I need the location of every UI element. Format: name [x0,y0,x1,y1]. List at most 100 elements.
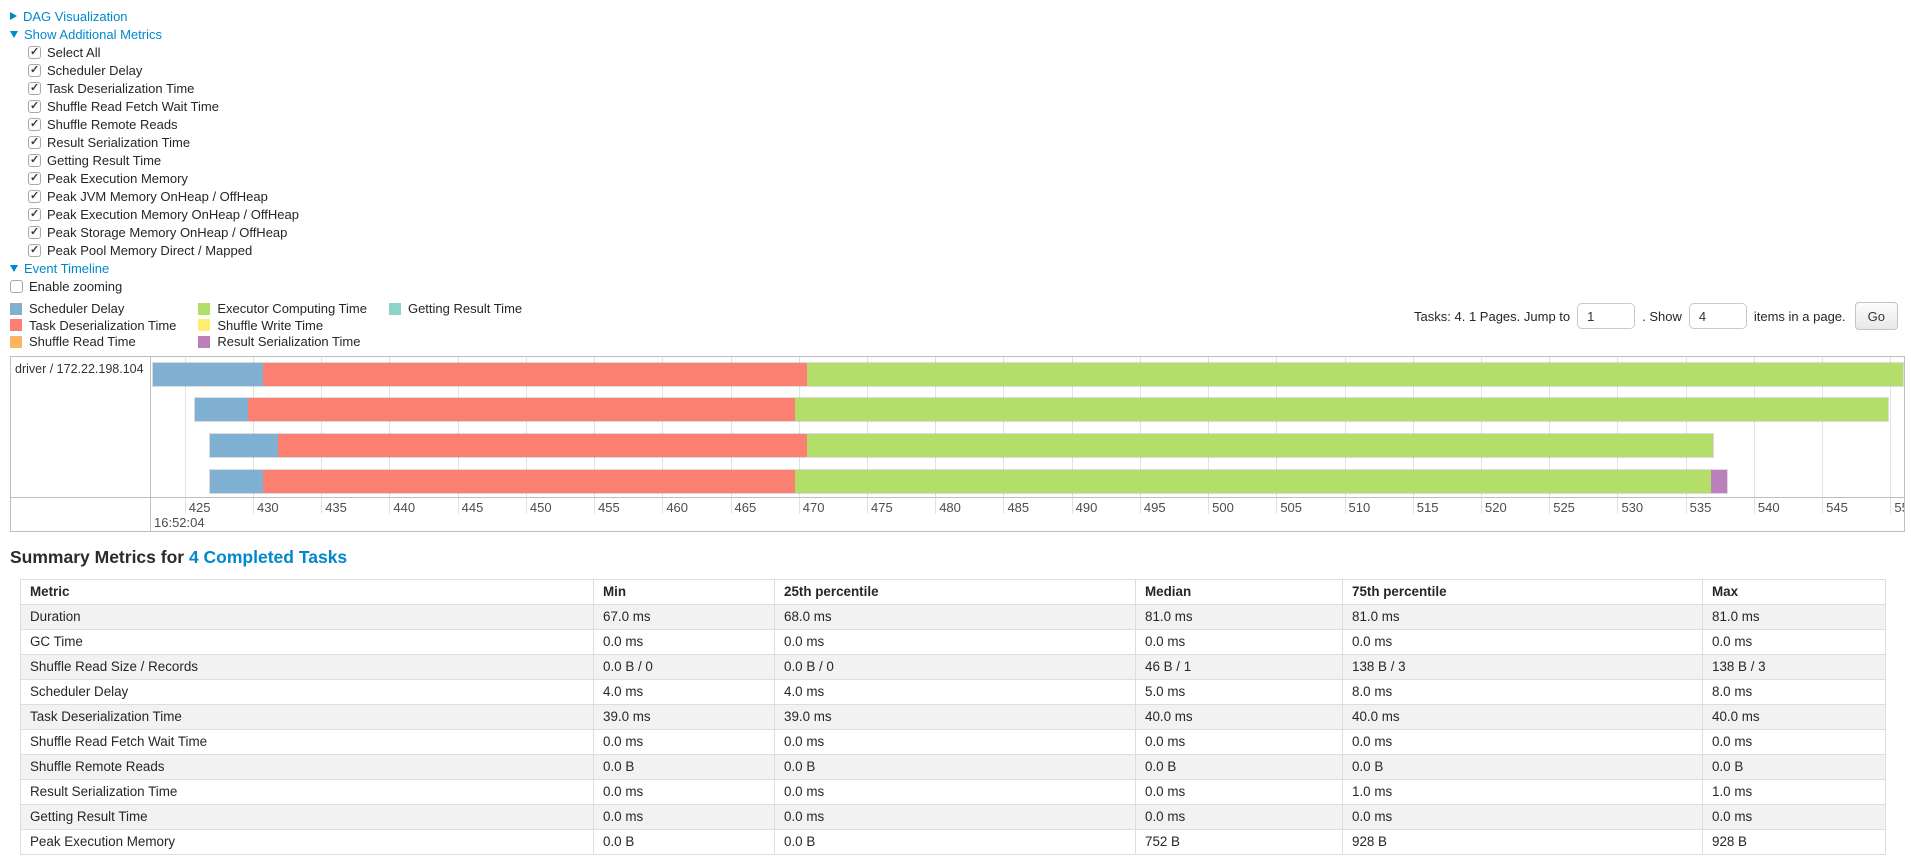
metric-checkbox-row: Shuffle Read Fetch Wait Time [10,97,1907,115]
metric-checkbox-label[interactable]: Peak Storage Memory OnHeap / OffHeap [47,224,288,240]
jump-to-page-input[interactable] [1577,303,1636,329]
legend-swatch-icon [198,335,211,348]
metric-value-cell: 752 B [1135,828,1343,855]
table-row-task-deserialization-time: Task Deserialization Time 39.0 ms 39.0 ms 4… [20,703,1886,730]
metric-value-cell: 0.0 ms [1342,628,1703,655]
metric-checkbox-label[interactable]: Peak Execution Memory [47,170,188,186]
summary-metrics-table: Metric Min 25th percentile Median 75th perce… [20,578,1886,855]
metric-checkbox-label[interactable]: Select All [47,44,101,60]
metric-name-cell: Peak Execution Memory [20,828,594,855]
table-row-shuffle-read-fetch-wait-time: Shuffle Read Fetch Wait Time 0.0 ms 0.0 ms… [20,728,1886,755]
metric-checkbox-label[interactable]: Task Deserialization Time [47,80,195,96]
metric-checkbox-shuffle-read-fetch-wait-time[interactable] [28,99,41,113]
axis-tick-label: 485 [1007,499,1030,515]
summary-title-text: Summary Metrics for [10,546,189,567]
page-size-input[interactable] [1688,303,1747,329]
metric-checkbox-select-all[interactable] [28,45,41,59]
metric-value-cell: 138 B / 3 [1702,653,1886,680]
metric-value-cell: 81.0 ms [1342,603,1703,630]
metric-name-cell: Shuffle Remote Reads [20,753,594,780]
metric-checkbox-label[interactable]: Getting Result Time [47,152,162,168]
legend-item-label: Result Serialization Time [217,334,361,350]
go-button[interactable]: Go [1854,302,1898,330]
metric-name-cell: Result Serialization Time [20,778,594,805]
metric-checkbox-row: Peak Execution Memory OnHeap / OffHeap [10,205,1907,223]
metric-name-cell: Duration [20,603,594,630]
timeline-task-bar[interactable] [152,361,1904,387]
metric-checkbox-label[interactable]: Shuffle Read Fetch Wait Time [47,98,219,114]
metric-checkbox-row: Peak Storage Memory OnHeap / OffHeap [10,223,1907,241]
metric-value-cell: 5.0 ms [1135,678,1343,705]
completed-tasks-link[interactable]: 4 Completed Tasks [188,546,348,567]
metric-value-cell: 0.0 B / 0 [593,653,775,680]
legend-item-label: Getting Result Time [407,301,523,317]
metric-checkbox-task-deserialization-time[interactable] [28,81,41,95]
timeline-group-column: driver / 172.22.198.104 [11,356,151,531]
timeline-task-bar[interactable] [209,433,1715,458]
enable-zooming-checkbox[interactable] [10,279,23,293]
timeline-task-bar[interactable] [194,397,1889,423]
timeline-task-bar[interactable] [209,468,1728,494]
segment-executor-computing [807,434,1714,457]
collapsed-arrow-icon [10,12,17,20]
axis-tick-label: 505 [1280,499,1303,515]
metric-checkbox-label[interactable]: Result Serialization Time [47,134,191,150]
metric-checkbox-getting-result-time[interactable] [28,153,41,167]
metric-checkbox-label[interactable]: Scheduler Delay [47,62,143,78]
metric-value-cell: 81.0 ms [1702,603,1886,630]
enable-zooming-row: Enable zooming [10,277,1907,295]
axis-tick-label: 530 [1621,499,1644,515]
legend-item-getting-result-time: Getting Result Time [388,301,523,317]
metric-value-cell: 138 B / 3 [1342,653,1703,680]
metric-value-cell: 67.0 ms [593,603,775,630]
metric-checkbox-result-serialization-time[interactable] [28,135,41,149]
metric-checkbox-label[interactable]: Peak Pool Memory Direct / Mapped [47,242,253,258]
show-additional-metrics-label[interactable]: Show Additional Metrics [24,26,163,42]
metric-checkbox-peak-execution-memory[interactable] [28,171,41,185]
legend-item-label: Scheduler Delay [29,301,125,317]
metric-checkbox-scheduler-delay[interactable] [28,63,41,77]
metric-value-cell: 0.0 ms [1702,628,1886,655]
axis-tick-label: 525 [1553,499,1575,515]
metric-checkbox-peak-storage-memory-onheap-offheap[interactable] [28,225,41,239]
metric-checkbox-peak-execution-memory-onheap-offheap[interactable] [28,207,41,221]
dag-visualization-toggle[interactable]: DAG Visualization [10,7,1907,25]
table-row-scheduler-delay: Scheduler Delay 4.0 ms 4.0 ms 5.0 ms 8.0 ms 8… [20,678,1886,705]
metric-checkbox-shuffle-remote-reads[interactable] [28,117,41,131]
legend-swatch-icon [10,302,22,315]
metric-checkbox-label[interactable]: Shuffle Remote Reads [47,116,178,132]
event-timeline-toggle[interactable]: Event Timeline [10,259,1907,277]
expanded-arrow-icon [10,30,18,38]
metric-value-cell: 0.0 B [774,753,1136,780]
axis-gridline [1890,356,1892,514]
metric-value-cell: 0.0 ms [1702,728,1886,755]
metric-checkbox-label[interactable]: Peak Execution Memory OnHeap / OffHeap [47,206,299,222]
metric-checkbox-label[interactable]: Peak JVM Memory OnHeap / OffHeap [47,188,268,204]
axis-tick-label: 535 [1689,499,1712,515]
table-row-gc-time: GC Time 0.0 ms 0.0 ms 0.0 ms 0.0 ms 0.0 ms [20,628,1886,655]
axis-tick-label: 520 [1485,499,1507,515]
metric-value-cell: 0.0 ms [1702,803,1886,830]
segment-executor-computing [807,362,1903,386]
axis-tick-label: 450 [529,499,552,515]
show-additional-metrics-toggle[interactable]: Show Additional Metrics [10,25,1907,43]
dag-visualization-label[interactable]: DAG Visualization [23,8,128,24]
metric-value-cell: 0.0 B [1342,753,1703,780]
legend-item-label: Shuffle Write Time [217,317,324,333]
metric-value-cell: 0.0 ms [593,628,775,655]
segment-scheduler-delay [210,469,264,493]
metric-name-cell: Shuffle Read Size / Records [20,653,594,680]
metric-checkbox-row: Select All [10,43,1907,61]
stage-page-controls: DAG Visualization Show Additional Metric… [0,0,1907,295]
metric-value-cell: 8.0 ms [1342,678,1703,705]
metric-value-cell: 0.0 ms [1342,803,1703,830]
metric-value-cell: 0.0 ms [774,628,1136,655]
metric-checkbox-row: Peak JVM Memory OnHeap / OffHeap [10,187,1907,205]
enable-zooming-label[interactable]: Enable zooming [29,278,123,294]
metric-checkbox-peak-pool-memory-direct-mapped[interactable] [28,243,41,257]
axis-tick-label: 430 [256,499,279,515]
event-timeline-label[interactable]: Event Timeline [24,260,110,276]
metric-name-cell: GC Time [20,628,594,655]
metric-checkbox-peak-jvm-memory-onheap-offheap[interactable] [28,189,41,203]
axis-tick-label: 500 [1212,499,1234,515]
